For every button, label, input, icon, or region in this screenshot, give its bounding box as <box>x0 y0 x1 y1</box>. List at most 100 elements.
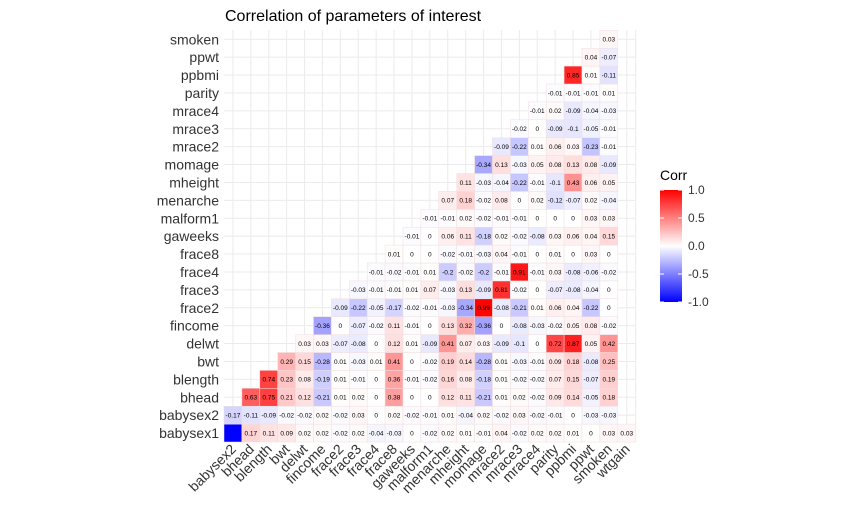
heatmap-cell <box>599 30 619 49</box>
y-tick-label: malform1 <box>161 210 220 226</box>
cell-value-label: 0.19 <box>441 359 454 366</box>
cell-value-label: 0.01 <box>603 90 616 97</box>
cell-value-label: 0.02 <box>459 216 472 223</box>
cell-value-label: 0.04 <box>567 305 580 312</box>
cell-value-label: 0.63 <box>245 395 258 402</box>
cell-value-label: 0.02 <box>352 430 365 437</box>
cell-value-label: -0.04 <box>458 412 473 419</box>
y-tick-label: bwt <box>197 353 219 369</box>
cell-value-label: -0.03 <box>440 287 455 294</box>
cell-value-label: 0 <box>428 323 432 330</box>
cell-value-label: -0.02 <box>530 412 545 419</box>
cell-value-label: -0.09 <box>601 162 616 169</box>
cell-value-label: -0.02 <box>297 412 312 419</box>
y-tick-label: frace4 <box>180 264 219 280</box>
cell-value-label: 0 <box>589 430 593 437</box>
cell-value-label: 0.21 <box>280 395 293 402</box>
y-tick-label: menarche <box>157 192 219 208</box>
cell-value-label: 0.01 <box>531 144 544 151</box>
cell-value-label: 0.04 <box>585 54 598 61</box>
cell-value-label: -0.02 <box>601 269 616 276</box>
cell-value-label: 0.03 <box>567 144 580 151</box>
heatmap-cells: 0.17 0.11 0.09 0.02 0.02 -0.02 0.02 -0.04 -0.03 0… <box>223 30 636 443</box>
cell-value-label: -0.09 <box>261 412 276 419</box>
cell-value-label: -0.02 <box>512 430 527 437</box>
cell-value-label: 0.19 <box>603 377 616 384</box>
cell-value-label: -0.07 <box>548 287 563 294</box>
cell-value-label: 0.01 <box>424 269 437 276</box>
cell-value-label: -0.18 <box>476 377 491 384</box>
cell-value-label: -0.03 <box>512 359 527 366</box>
cell-value-label: -0.05 <box>584 395 599 402</box>
cell-value-label: -0.02 <box>530 377 545 384</box>
cell-value-label: -0.09 <box>476 287 491 294</box>
cell-value-label: -0.01 <box>494 216 509 223</box>
cell-value-label: 0.02 <box>388 412 401 419</box>
cell-value-label: -0.01 <box>530 359 545 366</box>
cell-value-label: 0.01 <box>334 377 347 384</box>
cell-value-label: 0.06 <box>549 305 562 312</box>
cell-value-label: -0.28 <box>315 359 330 366</box>
y-tick-label: frace8 <box>180 246 219 262</box>
cell-value-label: 0.11 <box>263 430 276 437</box>
cell-value-label: 0.18 <box>603 395 616 402</box>
cell-value-label: -0.02 <box>530 395 545 402</box>
cell-value-label: -0.03 <box>601 412 616 419</box>
cell-value-label: -0.02 <box>422 377 437 384</box>
cell-value-label: 0.02 <box>531 430 544 437</box>
cell-value-label: -0.23 <box>584 144 599 151</box>
cell-value-label: 0.05 <box>585 341 598 348</box>
cell-value-label: 0.02 <box>585 198 598 205</box>
cell-value-label: 0.07 <box>441 198 454 205</box>
cell-value-label: 0 <box>374 377 378 384</box>
cell-value-label: 0.03 <box>603 216 616 223</box>
cell-value-label: 0 <box>571 251 575 258</box>
cell-value-label: 0.01 <box>495 395 508 402</box>
cell-value-label: -0.17 <box>226 412 241 419</box>
legend: Corr 1.0 0.5 0.0 -0.5 -1.0 <box>660 167 709 309</box>
cell-value-label: -0.06 <box>584 269 599 276</box>
legend-tick-label: 1.0 <box>688 183 705 197</box>
cell-value-label: 0.32 <box>459 323 472 330</box>
cell-value-label: 0.36 <box>388 377 401 384</box>
cell-value-label: -0.01 <box>512 251 527 258</box>
cell-value-label: 0.04 <box>495 430 508 437</box>
cell-value-label: 0.81 <box>495 287 508 294</box>
cell-value-label: -0.21 <box>512 305 527 312</box>
cell-value-label: -0.02 <box>458 269 473 276</box>
cell-value-label: -0.09 <box>494 144 509 151</box>
cell-value-label: -0.01 <box>476 430 491 437</box>
cell-value-label: 0.02 <box>477 412 490 419</box>
cell-value-label: 0 <box>535 126 539 133</box>
chart-title: Correlation of parameters of interest <box>225 8 482 25</box>
cell-value-label: -0.05 <box>369 305 384 312</box>
cell-value-label: -0.17 <box>387 305 402 312</box>
cell-value-label: 0.01 <box>567 430 580 437</box>
cell-value-label: 0.18 <box>567 359 580 366</box>
cell-value-label: -0.02 <box>333 412 348 419</box>
cell-value-label: -0.01 <box>405 269 420 276</box>
cell-value-label: -0.02 <box>279 412 294 419</box>
cell-value-label: 0 <box>571 412 575 419</box>
cell-value-label: 0.06 <box>441 233 454 240</box>
cell-value-label: -0.01 <box>494 269 509 276</box>
cell-value-label: 0.03 <box>549 233 562 240</box>
cell-value-label: -0.28 <box>476 359 491 366</box>
cell-value-label: -0.21 <box>315 395 330 402</box>
cell-value-label: -0.01 <box>422 412 437 419</box>
cell-value-label: -0.03 <box>530 323 545 330</box>
y-tick-label: smoken <box>170 31 219 47</box>
cell-value-label: 0 <box>374 412 378 419</box>
cell-value-label: -0.03 <box>440 305 455 312</box>
cell-value-label: -0.01 <box>405 377 420 384</box>
cell-value-label: 0.87 <box>567 341 580 348</box>
cell-value-label: 0.18 <box>459 198 472 205</box>
cell-value-label: 0 <box>410 359 414 366</box>
cell-value-label: -0.36 <box>476 323 491 330</box>
cell-value-label: 0.11 <box>460 180 473 187</box>
cell-value-label: -0.1 <box>567 126 579 133</box>
cell-value-label: -0.04 <box>494 180 509 187</box>
cell-value-label: -0.19 <box>315 377 330 384</box>
cell-value-label: 0 <box>428 395 432 402</box>
cell-value-label: 0 <box>607 251 611 258</box>
